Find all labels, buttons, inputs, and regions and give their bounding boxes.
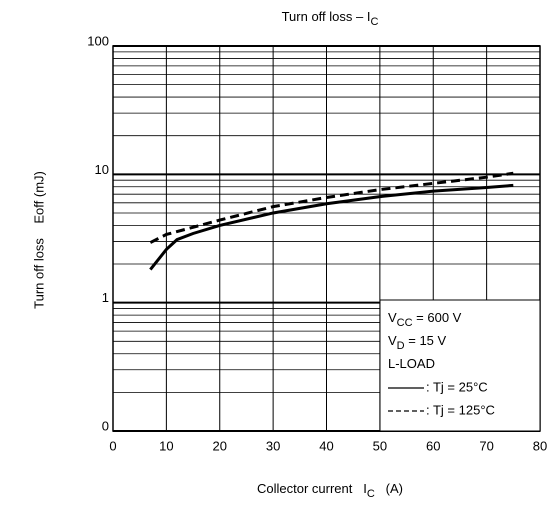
y-tick-label: 10 [95, 162, 109, 177]
y-tick-label: 100 [87, 33, 109, 48]
chart-title: Turn off loss – IC [282, 9, 379, 27]
text-part: V [388, 333, 397, 348]
y-tick-label: 0 [102, 418, 109, 433]
text-part: V [388, 310, 397, 325]
x-axis-label: Collector current IC (A) [257, 481, 403, 499]
condition-text: VD = 15 V [388, 333, 447, 351]
x-tick-label: 80 [533, 438, 547, 453]
text-part: (A) [375, 481, 403, 496]
data-line [149, 171, 514, 244]
subscript: C [367, 488, 375, 500]
legend-label: : Tj = 125°C [426, 402, 495, 417]
legend-label: : Tj = 25°C [426, 379, 488, 394]
condition-text: VCC = 600 V [388, 310, 462, 328]
y-tick-label: 1 [102, 290, 109, 305]
x-tick-label: 10 [159, 438, 173, 453]
legend-box [379, 299, 541, 432]
subscript: D [397, 340, 405, 352]
x-tick-label: 70 [479, 438, 493, 453]
x-tick-label: 0 [109, 438, 116, 453]
text-part: = 600 V [413, 310, 462, 325]
text-part: Turn off loss – I [282, 9, 371, 24]
data-line [149, 183, 514, 271]
text-part: Collector current I [257, 481, 367, 496]
x-tick-label: 20 [213, 438, 227, 453]
y-axis-label: Turn off loss Eoff (mJ) [31, 171, 46, 309]
x-tick-label: 50 [373, 438, 387, 453]
x-tick-label: 40 [319, 438, 333, 453]
text-part: L-LOAD [388, 356, 435, 371]
condition-text: L-LOAD [388, 356, 435, 371]
subscript: C [370, 16, 378, 28]
text-part: = 15 V [405, 333, 447, 348]
x-tick-label: 30 [266, 438, 280, 453]
subscript: CC [397, 317, 413, 329]
x-tick-label: 60 [426, 438, 440, 453]
